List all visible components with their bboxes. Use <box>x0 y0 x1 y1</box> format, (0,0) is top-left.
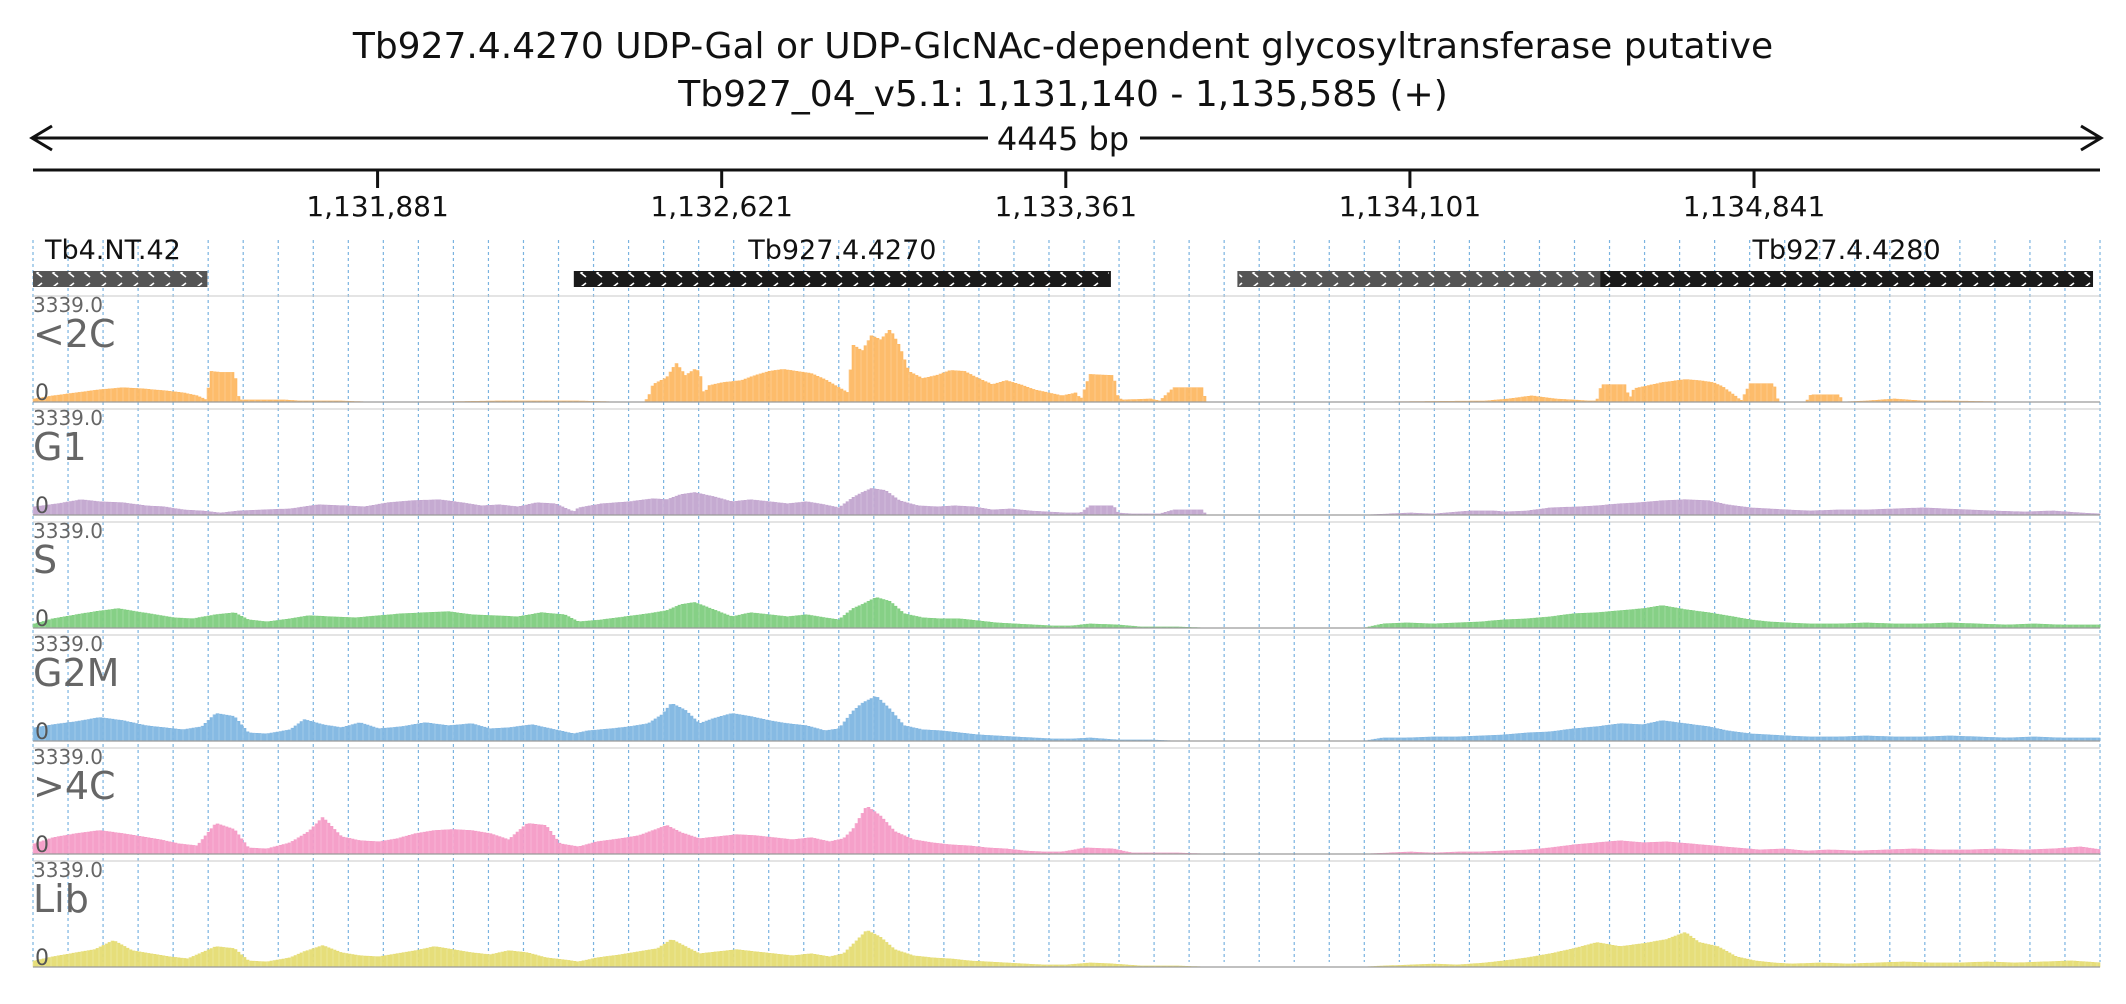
track-ymax-label: 3339.0 <box>33 406 103 430</box>
tick-label: 1,134,841 <box>1683 190 1826 223</box>
track-name: <2C <box>33 312 116 356</box>
arrow-left-icon <box>29 124 53 152</box>
gene-label: Tb927.4.4280 <box>1751 235 1940 266</box>
track-ymin-label: 0 <box>35 946 49 971</box>
track-ymin-label: 0 <box>35 833 49 858</box>
track-ymin-label: 0 <box>35 494 49 519</box>
coverage-area <box>32 806 2101 855</box>
coverage-area <box>32 696 2101 742</box>
tick-label: 1,131,881 <box>306 190 449 223</box>
strand-chevron-icon <box>575 272 1109 286</box>
coverage-bar-texture <box>32 598 2098 628</box>
track-ymax-label: 3339.0 <box>33 858 103 882</box>
coverage-area <box>32 488 2101 516</box>
coverage-bar-texture <box>32 807 2098 854</box>
span-ruler: 4445 bp <box>29 120 2104 158</box>
tick-label: 1,134,101 <box>1339 190 1482 223</box>
coverage-track: 3339.0>4C 0 <box>32 745 2101 858</box>
track-name: G2M <box>33 651 119 695</box>
strand-chevron-icon <box>1239 272 1599 286</box>
track-ymax-label: 3339.0 <box>33 293 103 317</box>
track-name: S <box>33 538 57 582</box>
coverage-area <box>32 930 2101 968</box>
tick-label: 1,132,621 <box>650 190 793 223</box>
span-length-label: 4445 bp <box>997 120 1129 158</box>
track-name: Lib <box>33 877 89 921</box>
coordinate-ticks: 1,131,881 1,132,621 1,133,361 1,134,101 1,13… <box>306 170 1825 223</box>
track-ymax-label: 3339.0 <box>33 519 103 543</box>
coverage-bar-texture <box>32 488 2098 515</box>
coverage-tracks: 3339.0<2C03339.0G103339.0S03339.0G2M0333… <box>32 293 2101 971</box>
coverage-area <box>32 597 2101 629</box>
coverage-bar-texture <box>32 696 2098 741</box>
gene-title: Tb927.4.4270 UDP-Gal or UDP-GlcNAc-depen… <box>352 26 1773 67</box>
strand-chevron-icon <box>1602 272 2092 286</box>
coverage-track: 3339.0<2C 0 <box>32 293 2100 406</box>
track-ymin-label: 0 <box>35 720 49 745</box>
tick-label: 1,133,361 <box>995 190 1138 223</box>
coverage-track: 3339.0S 0 <box>32 519 2101 632</box>
locus-coordinates: Tb927_04_v5.1: 1,131,140 - 1,135,585 (+) <box>677 74 1448 115</box>
track-name: G1 <box>33 425 87 469</box>
gene-annotation-track: Tb4.NT.42 Tb927.4.4270 Tb927.4.4280 <box>33 235 2094 287</box>
strand-chevron-icon <box>35 272 206 286</box>
coverage-track: 3339.0G1 0 <box>32 406 2101 519</box>
track-ymin-label: 0 <box>35 607 49 632</box>
coverage-area <box>32 329 2100 403</box>
track-ymax-label: 3339.0 <box>33 632 103 656</box>
gene-label: Tb4.NT.42 <box>44 235 181 266</box>
gene-label: Tb927.4.4270 <box>747 235 936 266</box>
arrow-right-icon <box>2080 124 2104 152</box>
track-name: >4C <box>33 764 116 808</box>
track-ymin-label: 0 <box>35 381 49 406</box>
track-ymax-label: 3339.0 <box>33 745 103 769</box>
